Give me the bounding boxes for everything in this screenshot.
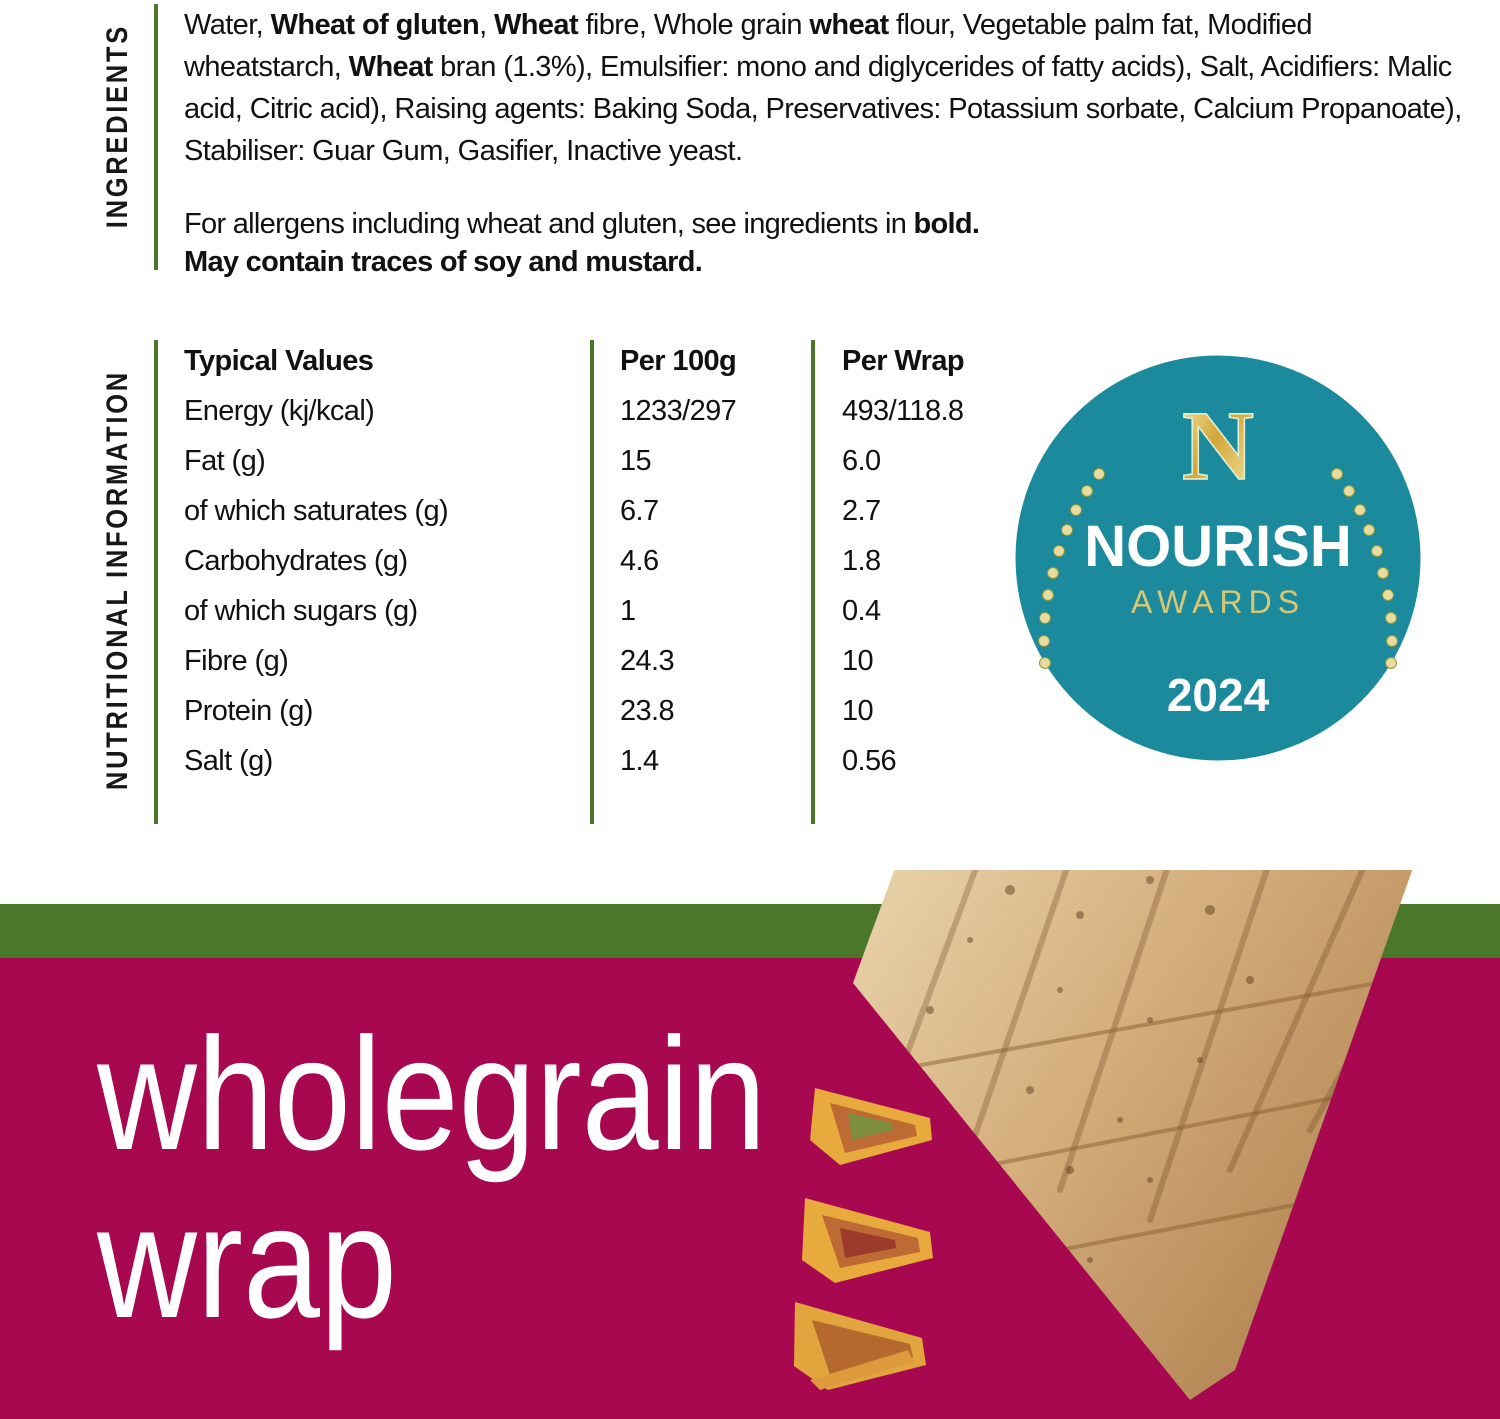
svg-text:AWARDS: AWARDS [1131, 584, 1305, 620]
svg-text:2024: 2024 [1167, 669, 1270, 721]
svg-text:NOURISH: NOURISH [1084, 514, 1351, 579]
svg-text:N: N [1182, 390, 1254, 501]
